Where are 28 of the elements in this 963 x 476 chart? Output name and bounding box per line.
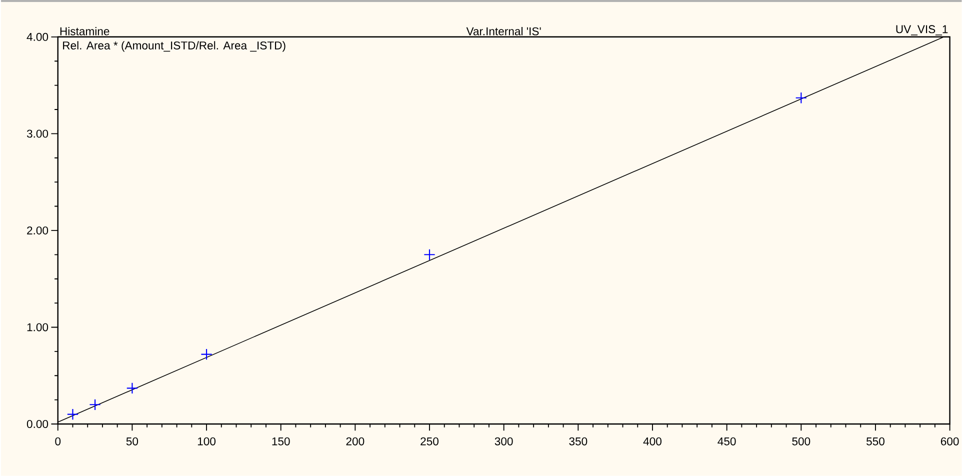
text: UV_VIS_1 <box>896 25 948 36</box>
y-tick-label: 3.00 <box>26 130 48 138</box>
x-tick-label: 300 <box>494 437 513 446</box>
x-tick-label: 450 <box>718 437 736 446</box>
x-tick-label: 0 <box>55 437 61 446</box>
y-tick-label: 2.00 <box>27 226 48 235</box>
x-tick-label: 50 <box>126 437 138 446</box>
x-tick-label: 250 <box>420 437 438 446</box>
point <box>66 408 79 420</box>
x-tick-label: 350 <box>569 437 588 446</box>
point <box>200 348 212 360</box>
point <box>795 92 807 104</box>
y-axis-title: Rel. Area * (Amount_ISTD/Rel. Area _ISTD) <box>63 41 286 52</box>
y-tick-label: 4.00 <box>26 32 48 41</box>
point <box>424 248 436 261</box>
point <box>126 382 138 394</box>
x-tick-label: 150 <box>272 437 290 446</box>
chart-title: Histamine <box>60 27 110 36</box>
x-tick-label: 400 <box>643 437 662 446</box>
x-tick-label: 100 <box>198 437 216 446</box>
chart-subtitle: Var.Internal 'IS' <box>466 27 541 36</box>
x-tick-label: 200 <box>346 437 364 446</box>
x-tick-label: 550 <box>866 437 884 446</box>
y-tick-label: 0.00 <box>26 420 48 428</box>
point <box>89 398 101 411</box>
y-tick-label: 1.00 <box>27 323 48 332</box>
x-tick-label: 500 <box>792 437 810 446</box>
x-tick-label: 600 <box>940 437 959 446</box>
